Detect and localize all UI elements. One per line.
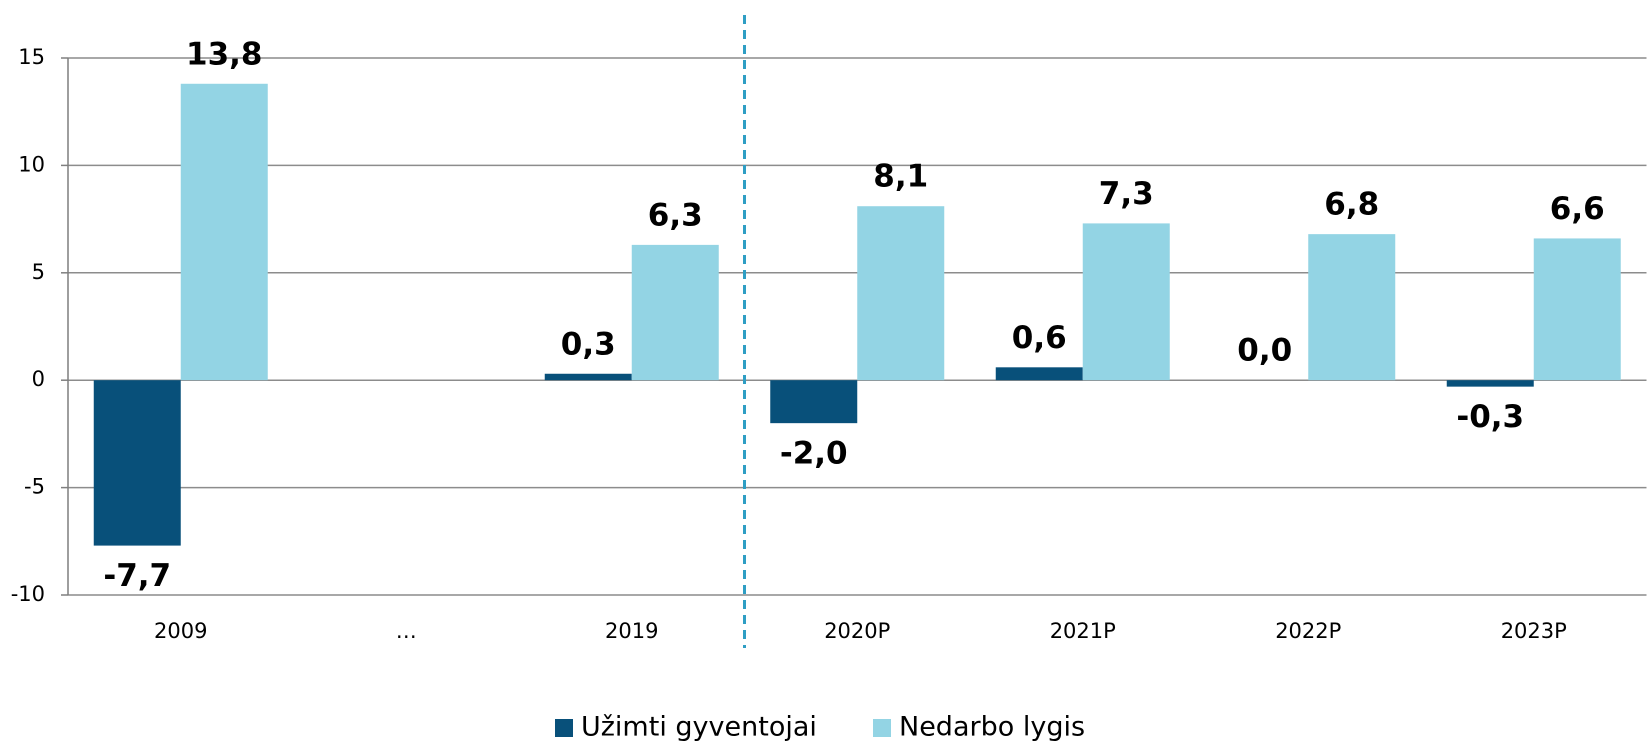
legend-label: Nedarbo lygis <box>899 712 1085 743</box>
bar <box>1533 238 1621 381</box>
y-tick-label: -10 <box>11 582 45 606</box>
data-label: 0,0 <box>1237 333 1292 369</box>
y-tick-label: 0 <box>32 367 45 391</box>
x-tick-label: … <box>396 619 417 643</box>
x-tick-label: 2022P <box>1275 619 1341 643</box>
legend-label: Užimti gyventojai <box>581 712 817 743</box>
bar <box>1308 234 1396 381</box>
data-label: 0,3 <box>561 326 616 362</box>
bar <box>770 380 858 424</box>
bar <box>995 367 1083 381</box>
x-tick-label: 2009 <box>154 619 207 643</box>
legend-swatch <box>555 719 573 737</box>
bar <box>544 373 632 381</box>
data-label: 7,3 <box>1099 176 1154 212</box>
data-label: -2,0 <box>780 436 848 472</box>
data-label: 6,3 <box>648 197 703 233</box>
data-label: 6,6 <box>1550 191 1605 227</box>
bar <box>93 380 181 546</box>
x-tick-label: 2021P <box>1050 619 1116 643</box>
data-label: 8,1 <box>873 159 928 195</box>
y-tick-label: 5 <box>32 260 45 284</box>
y-tick-label: 15 <box>18 45 45 69</box>
y-tick-label: 10 <box>18 152 45 176</box>
legend-swatch <box>873 719 891 737</box>
data-label: 13,8 <box>186 36 263 72</box>
bar <box>1446 380 1534 387</box>
data-label: 6,8 <box>1324 187 1379 223</box>
data-label: -0,3 <box>1456 399 1524 435</box>
x-tick-label: 2020P <box>824 619 890 643</box>
data-label: -7,7 <box>103 558 171 594</box>
x-tick-label: 2019 <box>605 619 658 643</box>
x-tick-label: 2023P <box>1501 619 1567 643</box>
data-label: 0,6 <box>1012 320 1067 356</box>
bar <box>857 206 945 381</box>
bar <box>180 83 268 381</box>
bar <box>631 244 719 381</box>
y-tick-label: -5 <box>24 475 45 499</box>
bar <box>1082 223 1170 381</box>
